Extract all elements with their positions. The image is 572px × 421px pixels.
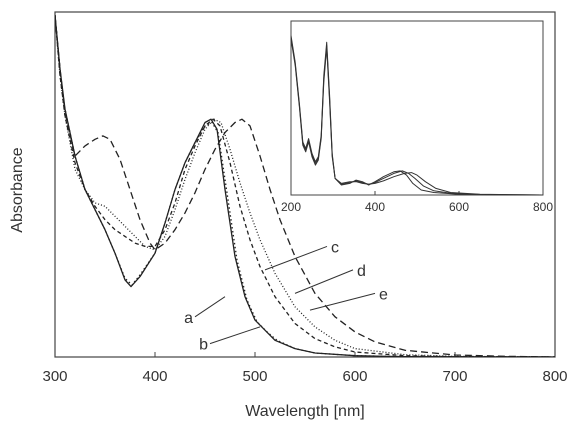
x-axis-title: Wavelength [nm]	[245, 403, 364, 420]
main-x-tick-label: 500	[242, 368, 267, 385]
inset-series-line	[290, 37, 544, 196]
curve-labels-group: ab c de	[184, 239, 388, 353]
inset-x-tick-label: 600	[449, 200, 469, 214]
inset-plot-frame	[290, 20, 544, 196]
inset-x-ticks: 200 400 600 800	[281, 191, 553, 214]
curve-label-a: a	[184, 310, 193, 327]
curve-label-e: e	[379, 286, 388, 303]
series-line-b	[55, 15, 555, 357]
main-x-tick-label: 800	[542, 368, 567, 385]
curve-label-b: b	[199, 337, 208, 354]
main-x-tick-label: 700	[442, 368, 467, 385]
inset-series-group	[290, 35, 544, 196]
main-x-tick-label: 400	[142, 368, 167, 385]
curve-label-leader-e	[309, 292, 376, 311]
main-series-group	[55, 15, 555, 357]
series-line-e	[55, 15, 555, 357]
curve-label-c: c	[331, 239, 339, 256]
main-x-tick-label: 600	[342, 368, 367, 385]
curve-label-leader-a	[194, 296, 226, 318]
inset-series-line	[290, 38, 544, 196]
series-line-d	[55, 15, 555, 357]
series-line-a	[55, 15, 555, 357]
inset-series-line	[290, 35, 544, 196]
series-line-c	[55, 15, 555, 357]
y-axis-title: Absorbance	[9, 147, 26, 232]
inset-x-tick-label: 200	[281, 200, 301, 214]
main-plot-frame	[54, 11, 556, 358]
main-x-tick-label: 300	[42, 368, 67, 385]
curve-label-leader-b	[209, 326, 261, 345]
curve-label-d: d	[357, 263, 366, 280]
inset-x-tick-label: 800	[533, 200, 553, 214]
curve-label-leader-d	[294, 269, 354, 294]
inset-x-tick-label: 400	[365, 200, 385, 214]
curve-label-leader-c	[264, 245, 328, 271]
